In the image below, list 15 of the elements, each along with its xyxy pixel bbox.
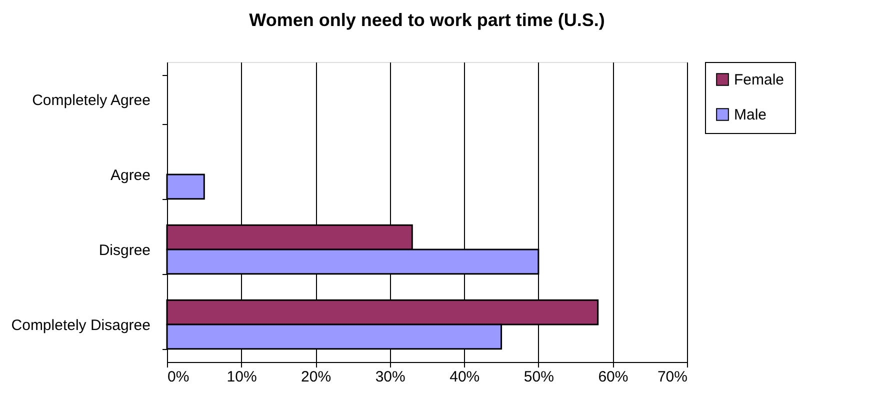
legend-label: Male: [734, 106, 767, 124]
y-tick-label: Agree: [110, 167, 150, 184]
x-tick-label: 20%: [301, 368, 332, 386]
x-tick-label: 30%: [375, 368, 406, 386]
y-tick-label: Disgree: [98, 242, 150, 259]
x-tick-label: 60%: [598, 368, 628, 386]
legend-label: Female: [734, 72, 784, 88]
x-tick-label: 70%: [657, 368, 688, 386]
x-tick-label: 50%: [524, 368, 554, 386]
y-tick-label: Completely Disagree: [11, 317, 150, 334]
y-tick-label: Completely Agree: [32, 92, 150, 109]
x-tick-label: 40%: [450, 368, 480, 386]
x-tick-label: 0%: [168, 368, 190, 386]
chart-title: Women only need to work part time (U.S.): [249, 10, 605, 30]
x-tick-label: 10%: [226, 368, 257, 386]
